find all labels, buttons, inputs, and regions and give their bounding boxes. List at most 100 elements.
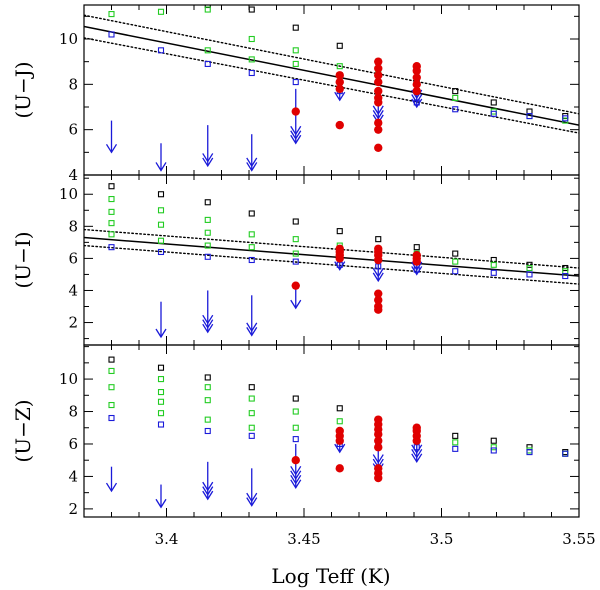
upper-limit-arrow	[155, 143, 167, 172]
black-square-point	[336, 42, 343, 49]
arrow-head	[246, 497, 258, 507]
x-tick-label: 3.45	[287, 530, 320, 548]
black-square-point	[292, 24, 299, 31]
arrow-head	[290, 130, 302, 140]
arrow-head	[202, 486, 214, 496]
green-square-point	[292, 250, 299, 257]
red-circle-point	[412, 257, 421, 266]
arrow-head	[290, 299, 302, 310]
arrow-head	[290, 465, 302, 476]
y-axis-label: (U−J)	[11, 61, 35, 118]
x-tick-label: 3.4	[155, 530, 179, 548]
red-circle-point	[374, 71, 383, 80]
y-tick-label: 8	[68, 217, 78, 235]
blue-square-point	[157, 421, 165, 428]
red-circle-point	[374, 86, 383, 96]
arrow-head	[202, 314, 214, 325]
upper-limit-arrow	[155, 301, 167, 339]
black-square-point	[157, 191, 165, 198]
arrow-head	[202, 481, 214, 492]
blue-square-point	[292, 258, 299, 265]
blue-square-point	[108, 31, 115, 38]
blue-square-point	[452, 445, 459, 452]
red-circle-point	[335, 120, 344, 130]
arrow-head	[411, 94, 423, 104]
red-circle-point	[374, 77, 383, 87]
red-circle-point	[374, 57, 383, 66]
green-square-point	[157, 221, 165, 228]
fit-lower-bound	[84, 37, 579, 134]
blue-square-point	[490, 110, 497, 117]
fit-lower-bound	[84, 244, 579, 285]
green-square-point	[452, 258, 459, 265]
green-square-point	[292, 47, 299, 54]
upper-limit-arrow	[202, 290, 214, 334]
blue-square-point	[108, 414, 115, 422]
red-circle-point	[335, 254, 344, 263]
black-square-point	[292, 218, 299, 225]
blue-square-point	[452, 268, 459, 275]
arrow-head	[105, 482, 118, 493]
green-square-point	[108, 384, 115, 391]
green-square-point	[157, 376, 165, 383]
red-circle-point	[374, 295, 383, 305]
arrow-head	[155, 328, 167, 339]
green-square-point	[248, 231, 255, 238]
green-square-point	[157, 410, 165, 417]
green-square-point	[526, 264, 533, 272]
y-axis-label: (U−I)	[11, 231, 35, 288]
black-square-point	[413, 244, 420, 251]
arrow-head	[372, 105, 384, 116]
red-circle-point	[412, 436, 421, 445]
fit-line	[84, 25, 579, 126]
green-square-point	[204, 384, 211, 391]
blue-square-point	[157, 248, 165, 256]
green-square-point	[292, 60, 299, 67]
blue-square-point	[526, 113, 533, 120]
y-axis-label: (U−Z)	[11, 399, 35, 462]
y-tick-label: 4	[68, 467, 78, 485]
red-circle-point	[374, 125, 383, 134]
green-square-point	[157, 398, 165, 405]
black-square-point	[248, 6, 255, 13]
green-square-point	[526, 447, 533, 454]
green-square-point	[108, 220, 115, 227]
red-circle-point	[374, 473, 383, 483]
upper-limit-arrow	[202, 125, 214, 168]
blue-square-point	[292, 436, 299, 443]
blue-square-point	[157, 47, 165, 54]
red-circle-point	[335, 84, 344, 94]
green-square-point	[157, 8, 165, 15]
black-square-point	[204, 374, 211, 381]
panel-frame	[83, 174, 580, 346]
arrow-head	[372, 272, 384, 283]
blue-square-point	[562, 115, 569, 122]
arrow-head	[334, 261, 346, 271]
arrow-head	[290, 474, 302, 485]
red-circle-point	[374, 443, 383, 452]
arrow-head	[246, 327, 258, 337]
red-circle-point	[374, 255, 383, 265]
green-square-point	[248, 424, 255, 431]
black-square-point	[248, 210, 255, 217]
green-square-point	[108, 196, 115, 203]
green-square-point	[204, 6, 211, 13]
arrow-head	[290, 134, 302, 145]
black-square-point	[157, 364, 165, 371]
green-square-point	[157, 207, 165, 214]
red-circle-point	[374, 289, 383, 298]
green-square-point	[248, 56, 255, 63]
red-circle-point	[374, 305, 383, 314]
arrow-head	[202, 319, 214, 329]
red-circle-point	[374, 93, 383, 103]
y-tick-label: 2	[68, 500, 78, 518]
black-square-point	[452, 432, 459, 439]
green-square-point	[452, 439, 459, 446]
y-tick-label: 10	[59, 370, 78, 388]
blue-square-point	[490, 447, 497, 454]
panel-frame	[83, 344, 580, 518]
green-square-point	[292, 408, 299, 415]
upper-limit-arrow	[202, 461, 214, 501]
x-axis-label: Log Teff (K)	[271, 564, 390, 588]
